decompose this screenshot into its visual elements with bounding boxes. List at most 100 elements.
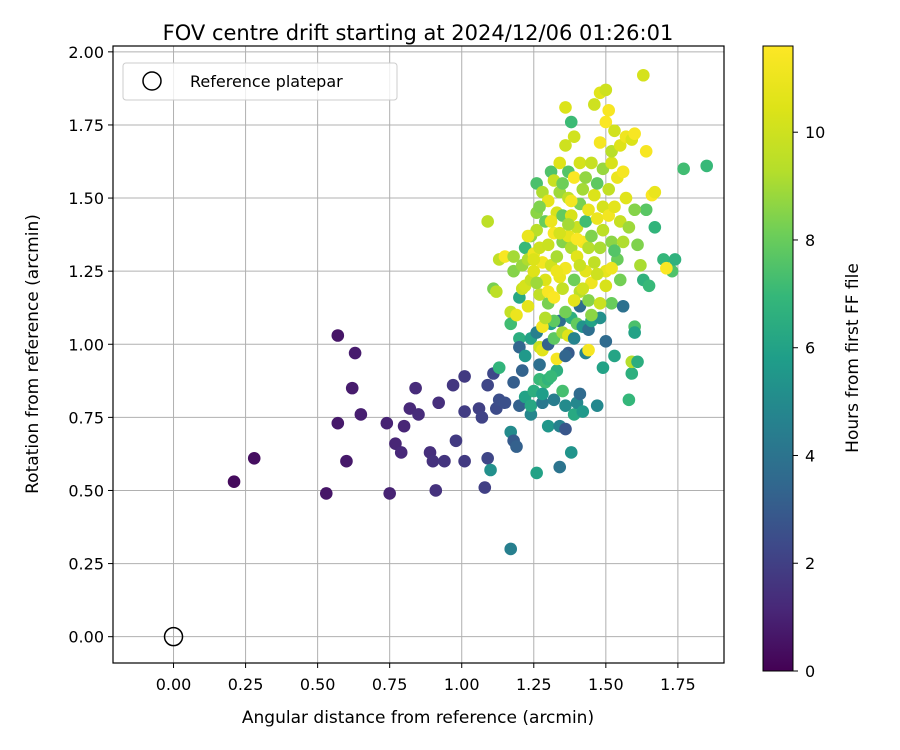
colorbar-tick-label: 8 [805,231,815,250]
scatter-point [498,250,512,263]
scatter-point [530,276,543,290]
scatter-point [590,399,604,412]
scatter-point [613,273,627,287]
scatter-point [559,305,572,319]
scatter-point [556,384,569,398]
scatter-point [639,203,653,217]
scatter-point [579,171,592,184]
scatter-point [576,405,590,418]
scatter-point [648,185,662,199]
scatter-point [426,454,440,468]
scatter-point [582,241,595,255]
scatter-point [628,203,641,217]
scatter-point [553,226,567,240]
scatter-point [504,542,518,556]
scatter-point [559,139,572,152]
scatter-point [492,361,506,374]
scatter-point [518,349,532,363]
scatter-point [507,250,520,263]
y-tick-label: 1.25 [68,262,104,281]
x-tick-label: 0.00 [156,675,192,694]
scatter-point [631,238,644,252]
scatter-point [345,381,359,395]
scatter-point [576,182,590,196]
scatter-point [605,261,618,275]
scatter-point [582,343,595,357]
scatter-point [515,364,529,377]
scatter-point [567,171,581,184]
scatter-point [409,381,422,395]
scatter-point [527,253,541,266]
colorbar-tick-label: 4 [805,446,815,465]
scatter-point [319,487,333,500]
x-tick-label: 1.00 [444,675,480,694]
scatter-point [588,98,601,111]
scatter-point [564,115,578,129]
grid-lines [113,46,724,663]
y-tick-label: 0.25 [68,555,104,574]
scatter-point [556,282,569,296]
scatter-point [348,346,362,360]
scatter-point [628,127,641,141]
chart-title: FOV centre drift starting at 2024/12/06 … [163,21,674,45]
scatter-point [608,124,621,138]
scatter-point [536,387,549,401]
scatter-point [576,282,590,296]
scatter-point [458,370,471,383]
scatter-point [559,422,572,436]
scatter-point [559,399,572,412]
scatter-point [475,411,489,424]
colorbar-label: Hours from first FF file [843,263,863,453]
scatter-point [539,311,552,325]
legend-box [122,62,398,101]
scatter-point [593,136,607,149]
y-axis-label: Rotation from reference (arcmin) [23,214,43,494]
scatter-point [608,349,621,363]
scatter-point [481,215,494,228]
scatter-point [637,68,650,82]
scatter-point [599,279,613,293]
scatter-point [547,291,561,304]
x-tick-label: 1.50 [588,675,624,694]
scatter-point [639,144,653,158]
scatter-point [247,452,261,465]
scatter-point [556,177,569,190]
scatter-point [541,238,555,252]
scatter-point [530,466,543,480]
scatter-point [438,454,451,468]
scatter-point [588,188,601,202]
scatter-point [553,156,567,170]
scatter-point [547,393,561,407]
scatter-point [498,396,512,410]
scatter-point [544,370,558,383]
scatter-point [700,159,714,173]
scatter-point [585,156,598,170]
scatter-point [559,101,572,114]
y-tick-label: 1.00 [68,335,104,354]
scatter-point [616,299,630,313]
scatter-point [608,244,621,257]
scatter-point [599,115,613,129]
scatter-point [590,267,604,281]
scatter-point [660,261,673,275]
scatter-point [564,446,578,459]
scatter-point [622,393,636,407]
x-tick-label: 0.75 [372,675,408,694]
scatter-point [478,481,492,494]
reference-platepar-marker [163,626,184,647]
scatter-point [564,194,578,208]
scatter-point [524,408,538,421]
scatter-point [628,326,641,339]
x-tick-label: 0.50 [300,675,336,694]
scatter-point [510,440,523,453]
scatter-point [590,212,604,225]
scatter-point [562,218,575,231]
scatter-point [602,104,616,117]
scatter-point [550,250,564,263]
colorbar-gradient [762,45,794,672]
scatter-point [397,419,411,433]
colorbar-tick-label: 6 [805,339,815,358]
legend-marker-icon [142,71,162,91]
scatter-point [668,253,682,266]
